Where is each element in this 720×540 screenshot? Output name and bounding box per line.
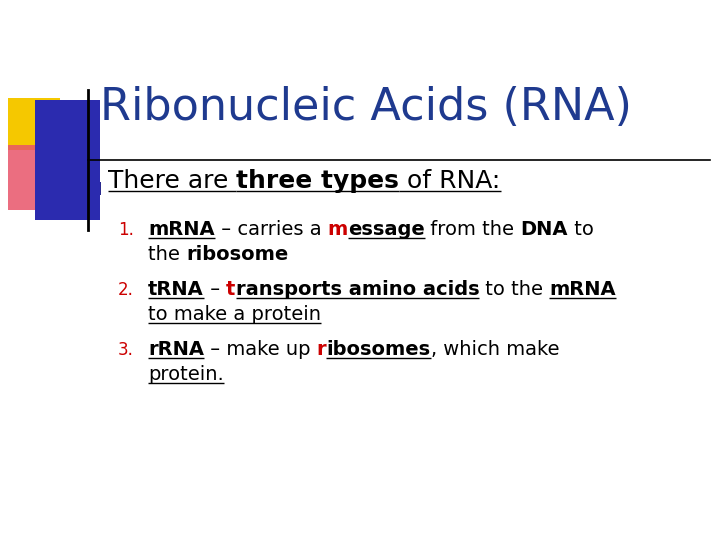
Text: t: t (226, 280, 235, 299)
Text: 3.: 3. (118, 341, 134, 359)
Text: protein.: protein. (148, 365, 224, 384)
Bar (8, 145, 73, 210)
Text: ibosomes: ibosomes (326, 340, 431, 359)
Text: mRNA: mRNA (549, 280, 616, 299)
Text: to make a protein: to make a protein (148, 305, 321, 324)
Text: – make up: – make up (204, 340, 317, 359)
Text: – carries a: – carries a (215, 220, 328, 239)
Text: ,: , (431, 340, 436, 359)
Text: r: r (317, 340, 326, 359)
Text: essage: essage (348, 220, 425, 239)
Bar (8, 98, 60, 150)
Text: which make: which make (436, 340, 559, 359)
Text: There are: There are (108, 169, 236, 193)
Text: of RNA:: of RNA: (400, 169, 500, 193)
Text: Ribonucleic Acids (RNA): Ribonucleic Acids (RNA) (100, 86, 632, 129)
Text: to the: to the (479, 280, 549, 299)
Text: the: the (148, 245, 186, 264)
Text: ransports amino acids: ransports amino acids (235, 280, 479, 299)
Text: from the: from the (425, 220, 521, 239)
Text: 1.: 1. (118, 221, 134, 239)
Text: DNA: DNA (521, 220, 568, 239)
Text: m: m (328, 220, 348, 239)
Text: –: – (204, 280, 226, 299)
Text: tRNA: tRNA (148, 280, 204, 299)
Text: to: to (568, 220, 594, 239)
Text: 2.: 2. (118, 281, 134, 299)
Bar (35, 100, 100, 220)
Text: ribosome: ribosome (186, 245, 289, 264)
Text: rRNA: rRNA (148, 340, 204, 359)
Bar (88, 182, 101, 195)
Text: mRNA: mRNA (148, 220, 215, 239)
Text: three types: three types (236, 169, 400, 193)
